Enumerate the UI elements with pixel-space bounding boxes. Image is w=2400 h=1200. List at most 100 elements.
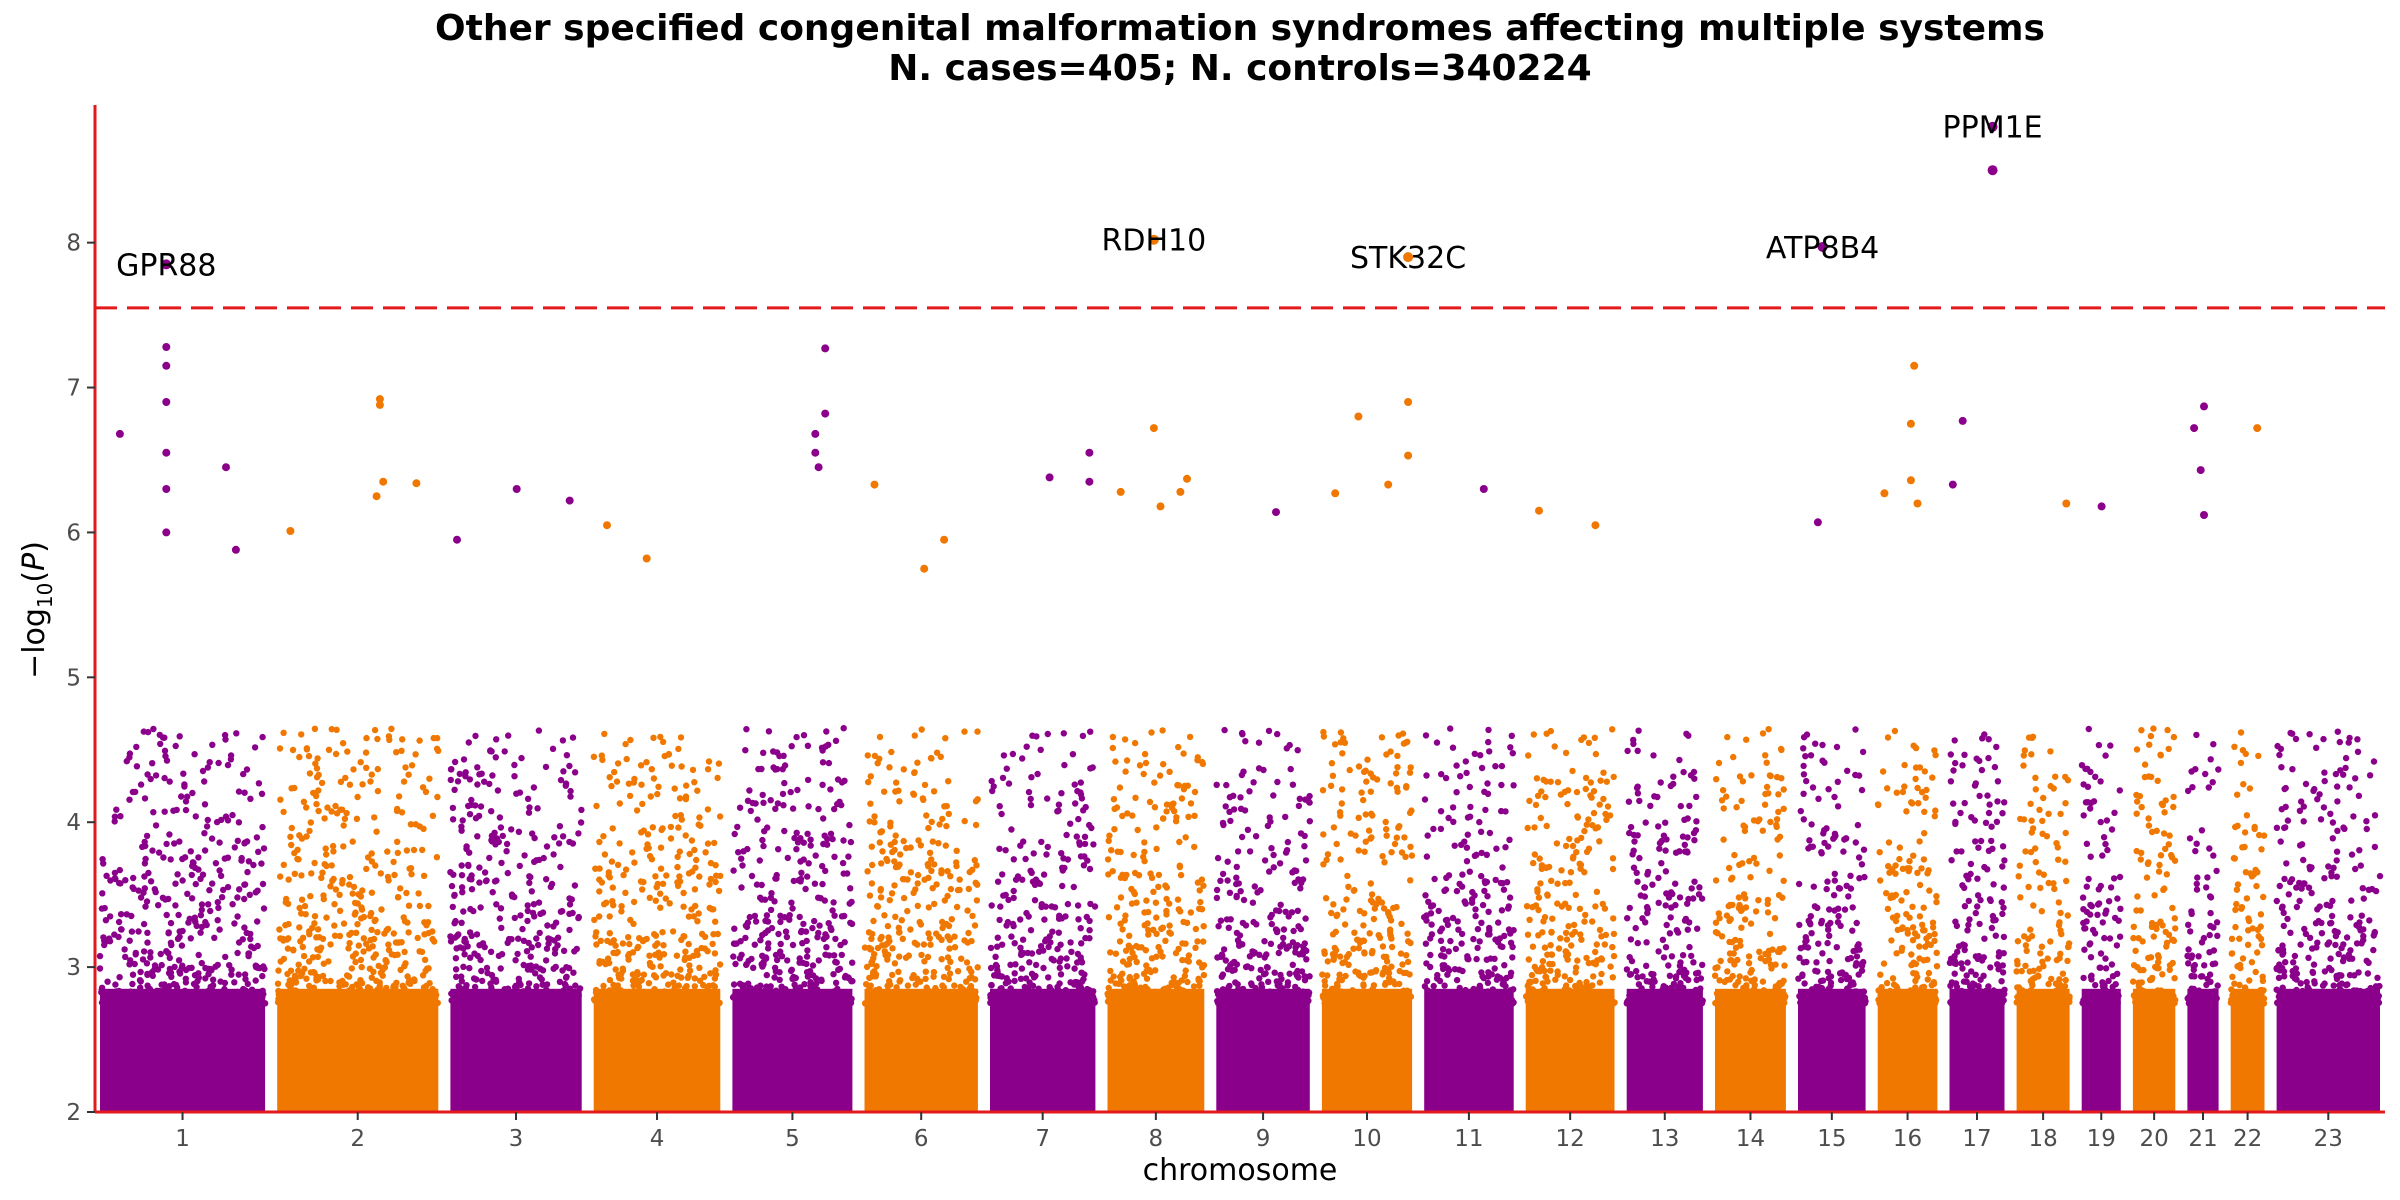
snp-point (339, 876, 346, 884)
snp-point (1177, 908, 1184, 915)
snp-point (1609, 865, 1617, 873)
snp-point (1030, 974, 1038, 981)
snp-point (804, 776, 812, 784)
snp-point (144, 929, 151, 936)
snp-point (353, 815, 361, 822)
snp-point (1176, 838, 1183, 846)
snp-point (840, 725, 847, 732)
snp-point (1038, 838, 1045, 846)
snp-point (543, 843, 551, 850)
snp-point (1437, 928, 1444, 935)
snp-point (702, 996, 709, 1003)
snp-point (321, 815, 328, 822)
snp-point (638, 976, 645, 984)
snp-point (104, 978, 111, 985)
snp-point (681, 933, 688, 940)
snp-point (1381, 964, 1389, 972)
snp-point (391, 951, 398, 959)
snp-point (566, 901, 574, 908)
snp-point (765, 728, 773, 735)
snp-point (322, 845, 329, 852)
snp-point (530, 901, 538, 908)
snp-point (1163, 808, 1170, 815)
snp-point (1385, 974, 1393, 982)
snp-point (503, 848, 510, 855)
snp-point (1402, 988, 1409, 995)
snp-point (1078, 940, 1085, 947)
snp-point (414, 934, 421, 942)
chromosome-8-points (1104, 727, 1208, 1112)
snp-point (599, 992, 606, 999)
snp-point (895, 988, 902, 995)
snp-point (655, 783, 662, 790)
snp-point (1176, 862, 1184, 869)
snp-point (805, 803, 812, 810)
snp-point (1182, 834, 1189, 841)
snp-point (1026, 959, 1033, 966)
snp-point (290, 946, 297, 953)
snp-point (358, 904, 365, 911)
snp-point (1680, 984, 1687, 991)
snp-point (730, 953, 737, 960)
snp-point (566, 762, 573, 770)
snp-point (1643, 903, 1651, 911)
snp-point (996, 803, 1003, 810)
snp-point (599, 958, 606, 965)
snp-point (1541, 944, 1549, 951)
snp-point (1131, 739, 1139, 747)
snp-point (1775, 791, 1782, 798)
snp-point (929, 885, 936, 892)
snp-point (1676, 756, 1683, 764)
snp-point (496, 814, 504, 821)
snp-point (176, 970, 184, 977)
snp-point (371, 814, 378, 821)
snp-point (1155, 883, 1162, 890)
snp-point (115, 918, 123, 926)
snp-point (1173, 814, 1180, 821)
snp-point (1271, 969, 1278, 976)
snp-point (144, 771, 151, 778)
snp-point (659, 929, 666, 936)
snp-point (556, 823, 564, 830)
snp-point (1292, 944, 1299, 951)
snp-point (943, 822, 950, 830)
snp-point (157, 740, 164, 748)
snp-point (673, 952, 681, 959)
snp-point (126, 937, 133, 944)
snp-point (423, 982, 430, 990)
snp-point (377, 870, 384, 877)
snp-point (1181, 782, 1188, 790)
snp-point (1610, 1000, 1617, 1007)
snp-point (1248, 981, 1255, 989)
snp-point (1242, 738, 1249, 745)
snp-point (298, 872, 305, 879)
snp-point (280, 997, 287, 1004)
snp-point (556, 978, 564, 985)
snp-point (920, 796, 927, 803)
snp-point (307, 893, 314, 900)
snp-point (696, 814, 703, 821)
snp-point (1639, 973, 1646, 980)
snp-point (1681, 966, 1688, 973)
snp-point (1121, 1000, 1128, 1007)
snp-point (893, 779, 900, 786)
snp-point (1593, 941, 1601, 948)
snp-point (163, 999, 170, 1007)
snp-point (552, 919, 560, 926)
snp-point (1632, 924, 1639, 932)
snp-point (622, 889, 629, 896)
snp-point (1460, 999, 1468, 1007)
snp-point (1662, 847, 1669, 854)
snp-point (1034, 770, 1041, 778)
snp-point (1383, 832, 1390, 839)
snp-point (997, 992, 1004, 999)
snp-point (195, 854, 202, 861)
snp-point (1670, 773, 1677, 780)
snp-point (1524, 998, 1532, 1005)
snp-point (707, 875, 715, 883)
snp-point (827, 924, 834, 932)
snp-point (1393, 834, 1401, 841)
snp-point (1609, 726, 1616, 733)
snp-point (1183, 919, 1191, 926)
snp-point (1712, 964, 1719, 972)
